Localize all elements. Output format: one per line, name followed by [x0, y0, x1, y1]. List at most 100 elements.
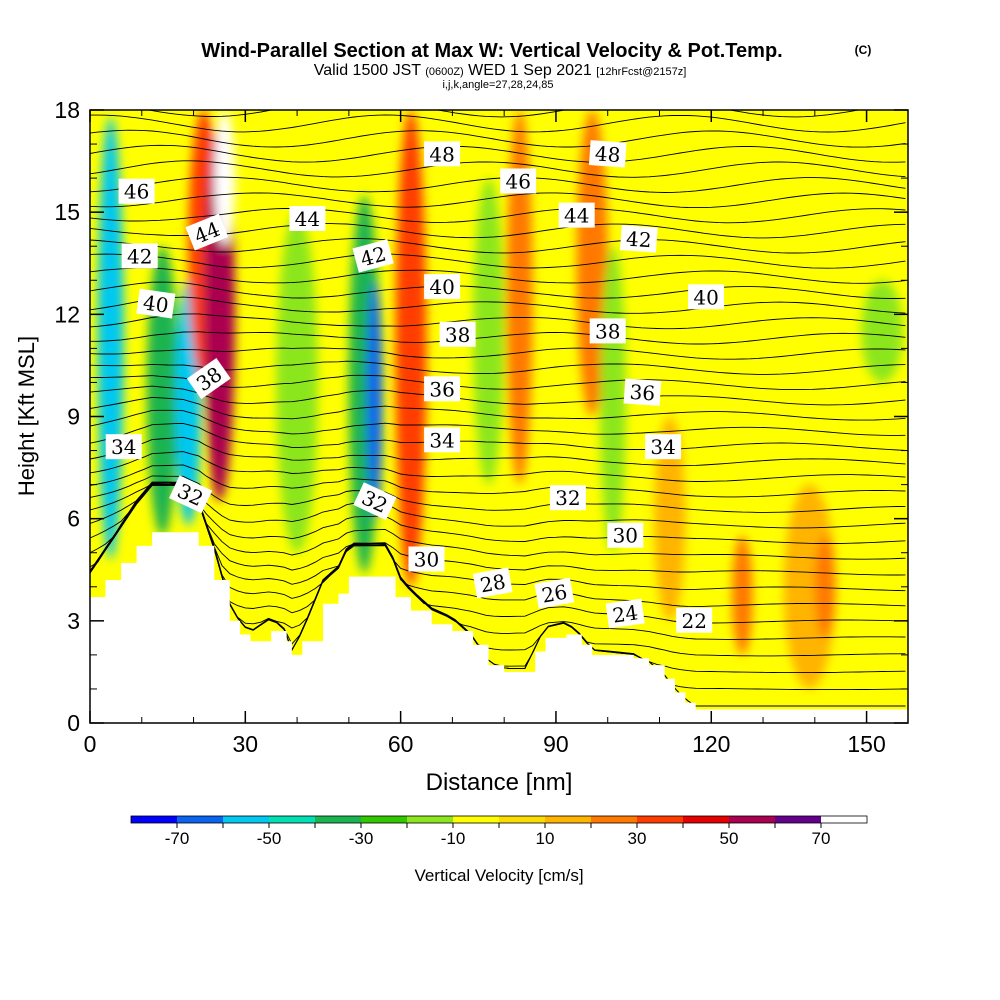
isentrope-label-text: 34: [650, 435, 675, 459]
isentrope-label-42: 42: [620, 225, 658, 253]
isentrope-line: [90, 238, 906, 254]
isentrope-line: [90, 396, 906, 421]
x-tick-label: 90: [543, 731, 569, 757]
colorbar-swatch: [499, 816, 546, 823]
isentrope-label-box: [472, 567, 513, 599]
isentrope-label-box: [169, 475, 213, 514]
colorbar-swatch: [545, 816, 592, 823]
isentrope-label-box: [620, 225, 658, 253]
isentrope-line: [90, 144, 906, 163]
colorbar-tick-label: -30: [349, 829, 374, 848]
velocity-feature-18: [861, 280, 903, 383]
x-tick-label: 60: [388, 731, 414, 757]
isentrope-label-text: 46: [505, 170, 530, 194]
isentrope-label-box: [186, 358, 231, 400]
isentrope-line: [90, 464, 906, 498]
isentrope-line: [90, 483, 906, 529]
subtitle-utc: (0600Z): [425, 66, 464, 78]
colorbar-swatch: [269, 816, 316, 823]
chart-title: Wind-Parallel Section at Max W: Vertical…: [201, 40, 782, 62]
isentrope-label-box: [121, 243, 158, 269]
isentrope-line: [90, 360, 906, 375]
velocity-feature-14: [654, 416, 686, 621]
isentrope-label-44: 44: [558, 202, 595, 228]
velocity-feature-9: [395, 110, 427, 587]
isentrope-label-26: 26: [534, 577, 575, 609]
isentrope-label-30: 30: [607, 522, 644, 548]
colorbar-tick-label: 70: [812, 829, 831, 848]
y-tick-label: 9: [67, 404, 80, 430]
colorbar-swatch: [821, 816, 868, 823]
isentrope-line: [90, 385, 906, 406]
isentrope-label-text: 28: [478, 569, 507, 597]
colorbar-swatch: [637, 816, 684, 823]
velocity-feature-15: [731, 535, 753, 655]
isentrope-label-34: 34: [645, 434, 682, 460]
isentrope-label-40: 40: [136, 288, 176, 319]
colorbar-swatch: [729, 816, 776, 823]
colorbar-swatch: [177, 816, 224, 823]
isentrope-label-text: 38: [445, 323, 470, 347]
isentrope-line: [90, 331, 906, 345]
isentrope-label-44: 44: [289, 206, 326, 231]
isentrope-label-box: [424, 141, 461, 167]
x-tick-label: 0: [84, 731, 97, 757]
isentrope-label-box: [352, 239, 394, 273]
velocity-feature-10: [473, 178, 505, 485]
colorbar-tick-label: -10: [441, 829, 466, 848]
isentrope-label-text: 42: [625, 227, 652, 253]
isentrope-line: [90, 192, 906, 209]
colorbar-swatch: [453, 816, 500, 823]
isentrope-label-38: 38: [589, 318, 626, 344]
isentrope-label-text: 30: [613, 524, 638, 548]
isentrope-label-box: [118, 178, 155, 204]
isentrope-label-text: 40: [429, 275, 454, 299]
isentrope-label-text: 38: [595, 319, 620, 343]
isentrope-label-46: 46: [500, 168, 537, 194]
isentrope-label-box: [645, 434, 682, 460]
isentrope-label-22: 22: [676, 607, 713, 633]
isentrope-label-40: 40: [424, 274, 461, 300]
isentrope-line: [90, 176, 906, 193]
colorbar-tick-label: -50: [257, 829, 282, 848]
chart-title-mark: (C): [855, 43, 872, 57]
plot-clip-group: [90, 110, 908, 723]
isentrope-line: [90, 296, 906, 314]
y-axis-label: Height [Kft MSL]: [14, 336, 39, 496]
y-tick-label: 0: [67, 710, 80, 736]
isentrope-label-box: [424, 274, 461, 300]
colorbar-swatch: [775, 816, 822, 823]
colorbar-swatch: [407, 816, 454, 823]
isentrope-line: [90, 313, 906, 330]
isentrope-label-box: [408, 546, 445, 572]
y-tick-label: 6: [67, 506, 80, 532]
isentrope-label-30: 30: [408, 546, 445, 572]
isentrope-label-46: 46: [118, 178, 155, 204]
isentrope-label-box: [105, 434, 142, 460]
subtitle-forecast: [12hrFcst@2157z]: [596, 66, 686, 78]
isentrope-label-box: [688, 284, 725, 310]
isentrope-label-36: 36: [424, 376, 461, 402]
isentrope-label-box: [185, 213, 229, 251]
isentrope-label-text: 34: [429, 428, 454, 452]
isentrope-line: [90, 253, 906, 269]
subtitle-valid: Valid 1500 JST: [314, 62, 422, 79]
isentrope-line: [90, 208, 906, 224]
subtitle-date: WED 1 Sep 2021: [468, 62, 592, 79]
colorbar-swatch: [223, 816, 270, 823]
isentrope-line: [90, 114, 906, 133]
isentrope-label-text: 36: [429, 377, 454, 401]
isentrope-label-text: 32: [555, 486, 580, 510]
isentrope-line: [90, 160, 906, 178]
colorbar: -70 -50 -30 -10 10 30 50 70: [130, 815, 868, 848]
isentrope-line: [90, 281, 906, 299]
isentrope-line: [90, 481, 906, 560]
colorbar-tick-label: 10: [536, 829, 555, 848]
colorbar-label: Vertical Velocity [cm/s]: [414, 866, 583, 885]
isentrope-label-text: 44: [295, 207, 320, 231]
isentrope-label-40: 40: [688, 284, 725, 310]
isentrope-label-34: 34: [424, 427, 461, 453]
colorbar-tick-label: -70: [165, 829, 190, 848]
isentrope-label-text: 40: [142, 290, 171, 317]
